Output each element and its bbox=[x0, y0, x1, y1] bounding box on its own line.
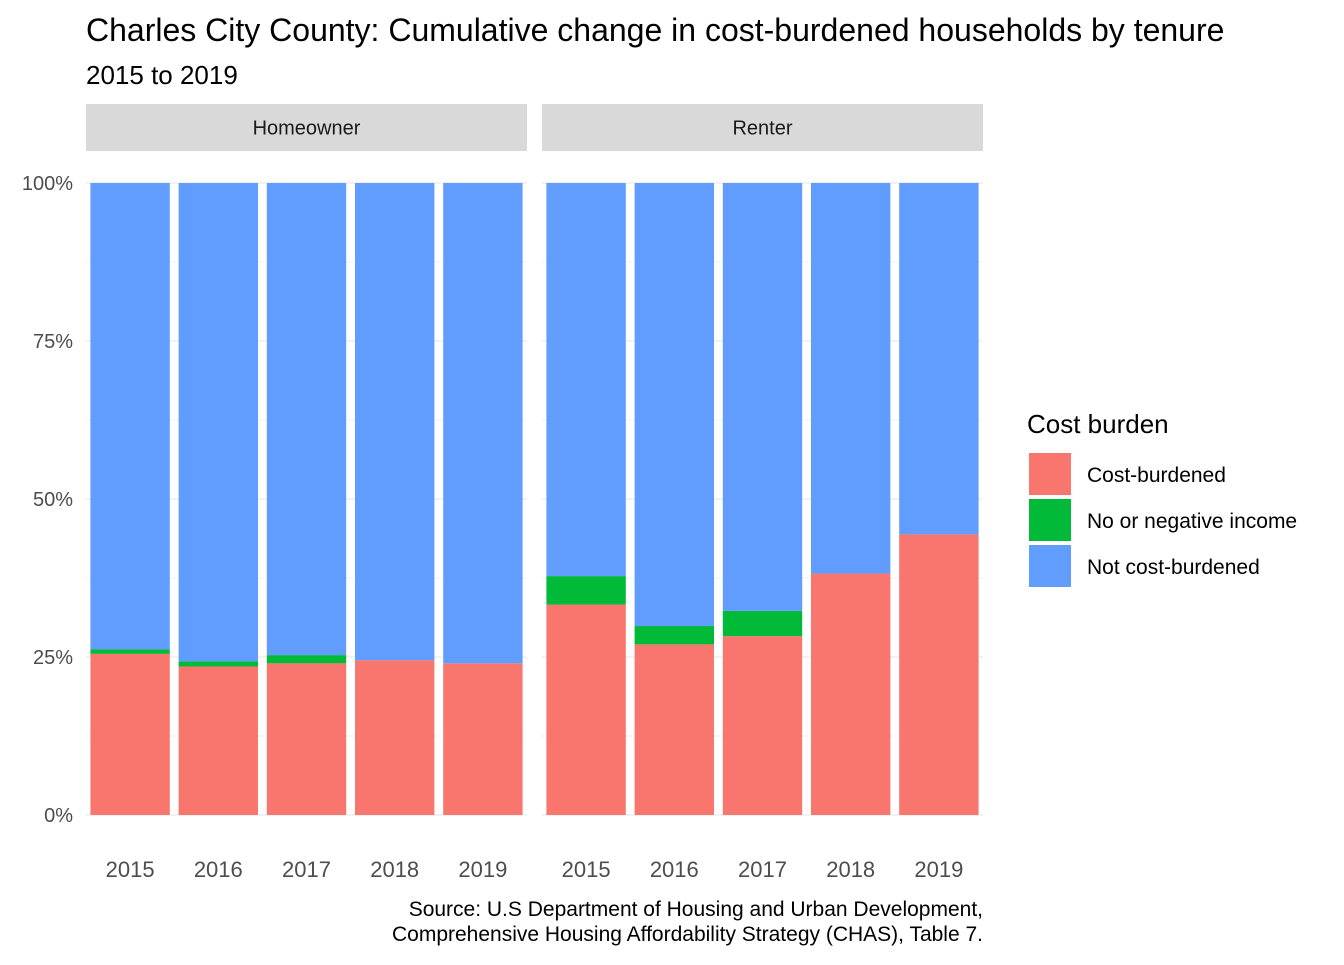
bar-homeowner-2017-no-or-negative-income bbox=[266, 655, 347, 664]
x-tick-label: 2016 bbox=[650, 857, 699, 882]
bar-homeowner-2015-not-cost-burdened bbox=[90, 183, 170, 650]
x-tick-label: 2017 bbox=[282, 857, 331, 882]
facet-strip-renter bbox=[542, 104, 983, 151]
x-tick-label: 2015 bbox=[106, 857, 155, 882]
x-tick-label: 2016 bbox=[194, 857, 243, 882]
x-tick-label: 2018 bbox=[826, 857, 875, 882]
bar-renter-2019-not-cost-burdened bbox=[899, 183, 979, 535]
y-tick-label: 25% bbox=[33, 647, 73, 669]
source-caption-line-2: Comprehensive Housing Affordability Stra… bbox=[392, 923, 983, 946]
bar-renter-2016-cost-burdened bbox=[634, 644, 714, 815]
x-tick-label: 2019 bbox=[458, 857, 507, 882]
source-caption-line-1: Source: U.S Department of Housing and Ur… bbox=[409, 898, 983, 921]
chart-subtitle: 2015 to 2019 bbox=[86, 60, 238, 90]
bar-renter-2019-cost-burdened bbox=[899, 534, 979, 815]
bar-renter-2017-no-or-negative-income bbox=[722, 610, 803, 637]
bar-homeowner-2017-not-cost-burdened bbox=[266, 183, 347, 656]
bar-homeowner-2015-no-or-negative-income bbox=[90, 649, 170, 654]
legend-label: Not cost-burdened bbox=[1087, 556, 1260, 579]
bar-homeowner-2017-cost-burdened bbox=[266, 663, 347, 815]
chart-title: Charles City County: Cumulative change i… bbox=[86, 12, 1224, 48]
bar-homeowner-2018-not-cost-burdened bbox=[355, 183, 435, 661]
bar-renter-2018-cost-burdened bbox=[811, 573, 891, 815]
legend-title: Cost burden bbox=[1027, 409, 1169, 439]
legend-label: No or negative income bbox=[1087, 510, 1297, 533]
legend-key-not-cost-burdened bbox=[1027, 543, 1073, 589]
facet-strip-homeowner bbox=[86, 104, 527, 151]
bar-renter-2015-not-cost-burdened bbox=[546, 183, 626, 577]
x-tick-label: 2019 bbox=[914, 857, 963, 882]
bar-renter-2015-cost-burdened bbox=[546, 604, 626, 815]
y-tick-label: 50% bbox=[33, 489, 73, 511]
bar-homeowner-2015-cost-burdened bbox=[90, 653, 170, 815]
y-tick-label: 0% bbox=[44, 805, 73, 827]
bar-homeowner-2019-cost-burdened bbox=[443, 663, 523, 815]
bar-renter-2018-not-cost-burdened bbox=[811, 183, 891, 574]
legend-key-no-or-negative-income bbox=[1027, 497, 1073, 543]
legend-label: Cost-burdened bbox=[1087, 464, 1226, 487]
bar-renter-2017-not-cost-burdened bbox=[722, 183, 803, 611]
y-tick-label: 100% bbox=[22, 173, 73, 195]
bar-renter-2015-no-or-negative-income bbox=[546, 576, 626, 605]
bar-homeowner-2016-cost-burdened bbox=[178, 666, 258, 815]
facet-label: Homeowner bbox=[253, 118, 361, 140]
bar-renter-2016-no-or-negative-income bbox=[634, 626, 714, 645]
bar-homeowner-2016-not-cost-burdened bbox=[178, 183, 258, 662]
x-tick-label: 2015 bbox=[562, 857, 611, 882]
facet-label: Renter bbox=[732, 118, 792, 140]
bar-renter-2017-cost-burdened bbox=[722, 636, 803, 815]
legend-key-cost-burdened bbox=[1027, 451, 1073, 497]
x-tick-label: 2017 bbox=[738, 857, 787, 882]
bar-homeowner-2016-no-or-negative-income bbox=[178, 661, 258, 667]
bar-homeowner-2019-not-cost-burdened bbox=[443, 183, 523, 664]
x-tick-label: 2018 bbox=[370, 857, 419, 882]
legend: Cost burden Cost-burdened No or negative … bbox=[1027, 409, 1297, 589]
y-tick-label: 75% bbox=[33, 331, 73, 353]
bar-renter-2016-not-cost-burdened bbox=[634, 183, 714, 627]
bar-homeowner-2018-cost-burdened bbox=[355, 660, 435, 815]
